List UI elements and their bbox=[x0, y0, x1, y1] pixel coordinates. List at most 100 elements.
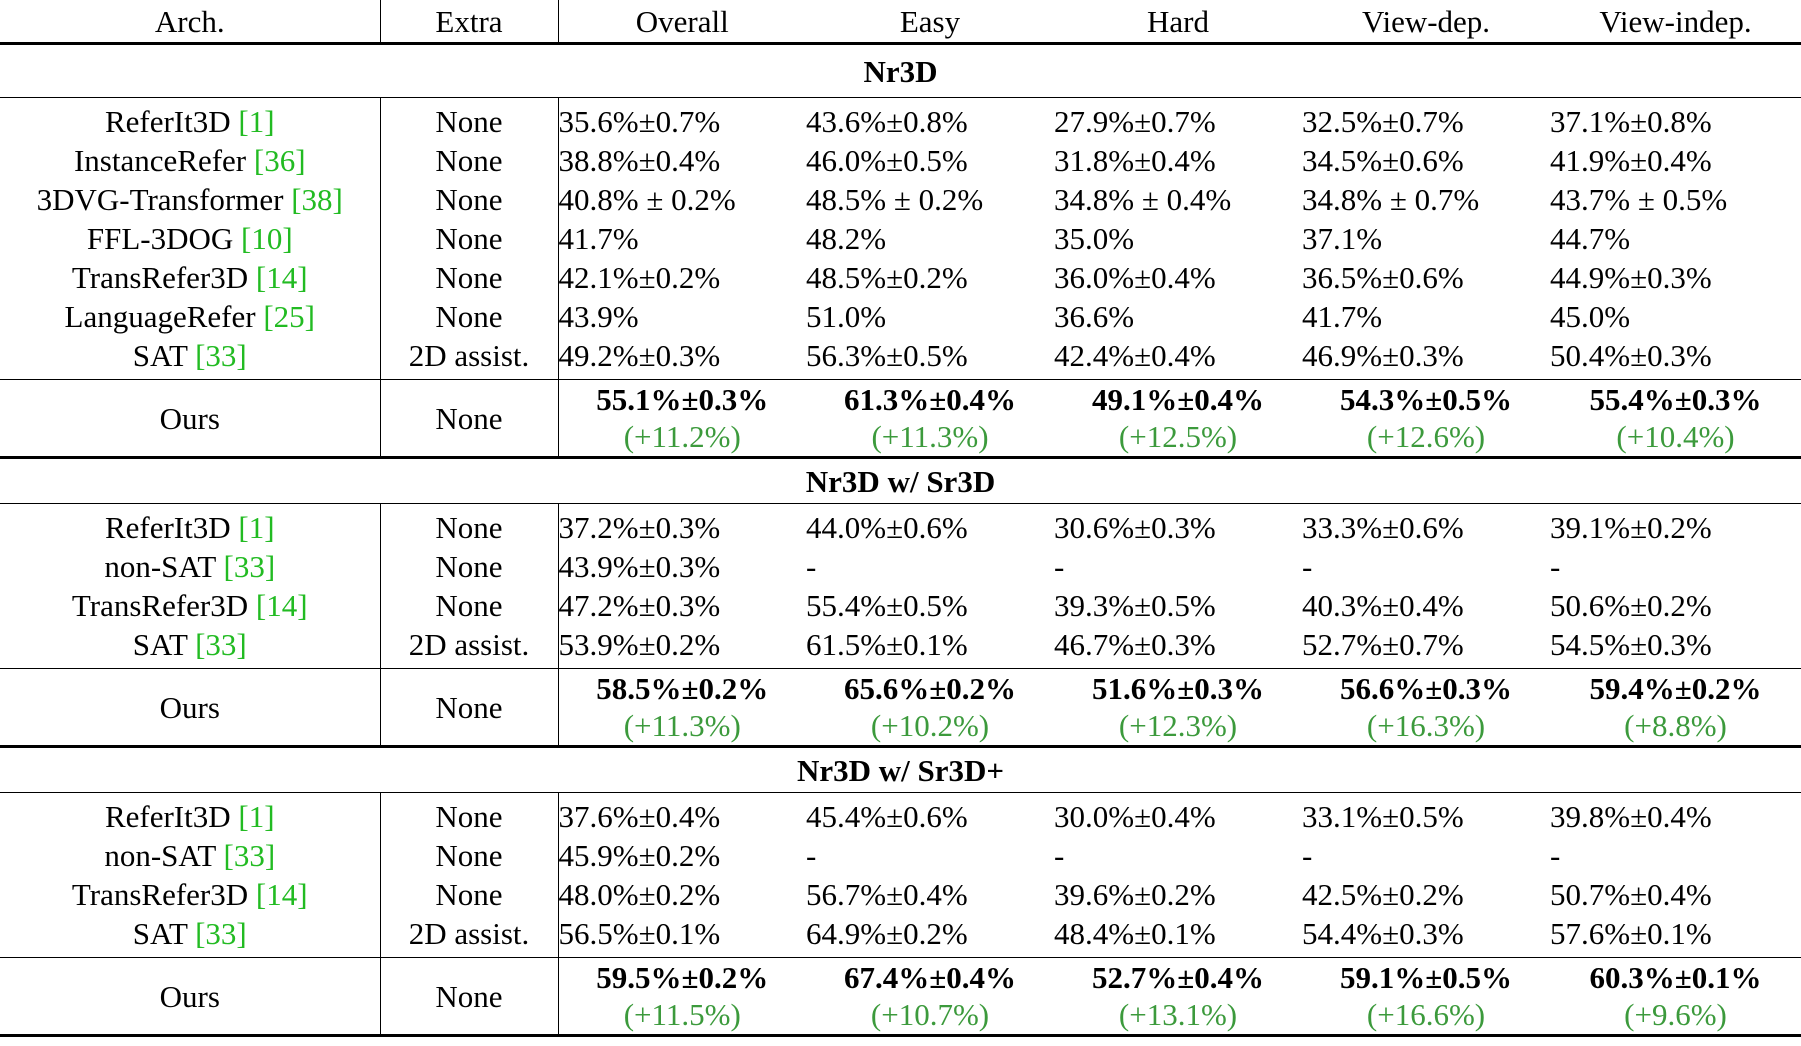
header-view-indep: View-indep. bbox=[1599, 3, 1752, 39]
citation-close-bracket: ] bbox=[297, 877, 308, 912]
citation-link[interactable]: 14 bbox=[266, 260, 298, 295]
citation-close-bracket: ] bbox=[236, 338, 247, 373]
arch-name: non-SAT bbox=[104, 549, 216, 584]
citation-close-bracket: ] bbox=[297, 260, 308, 295]
ours-gain: (+16.3%) bbox=[1366, 708, 1486, 743]
citation-link[interactable]: 14 bbox=[266, 588, 298, 623]
value-cell: - bbox=[806, 549, 817, 584]
ours-value-cell: 59.4%±0.2% (+8.8%) bbox=[1550, 669, 1801, 747]
citation-close-bracket: ] bbox=[332, 182, 343, 217]
arch-cell: SAT [33] bbox=[0, 914, 381, 958]
ours-value-cell: 54.3%±0.5% (+12.6%) bbox=[1302, 380, 1550, 458]
value-cell: 33.1%±0.5% bbox=[1302, 799, 1464, 834]
ours-value: 65.6%±0.2% bbox=[843, 671, 1016, 706]
value-cell: 47.2%±0.3% bbox=[558, 588, 721, 623]
extra-cell: 2D assist. bbox=[380, 625, 559, 669]
citation-link[interactable]: 1 bbox=[248, 510, 265, 545]
ours-gain: (+11.5%) bbox=[623, 997, 741, 1032]
section-title: Nr3D w/ Sr3D bbox=[805, 463, 996, 499]
extra-cell: 2D assist. bbox=[380, 336, 559, 380]
ours-value: 52.7%±0.4% bbox=[1091, 960, 1264, 995]
citation-close-bracket: ] bbox=[236, 916, 247, 951]
citation-close-bracket: ] bbox=[297, 588, 308, 623]
ours-value: 49.1%±0.4% bbox=[1091, 382, 1264, 417]
ours-gain: (+11.2%) bbox=[623, 419, 741, 454]
section-header-row: Nr3D bbox=[0, 44, 1801, 98]
value-cell: 43.7% ± 0.5% bbox=[1550, 182, 1728, 217]
table-row: ReferIt3D [1] None 37.6%±0.4% 45.4%±0.6% 30.… bbox=[0, 792, 1801, 836]
arch-name: LanguageRefer bbox=[64, 299, 256, 334]
value-cell: - bbox=[1302, 838, 1313, 873]
section-title: Nr3D w/ Sr3D+ bbox=[796, 752, 1005, 788]
citation-link[interactable]: 33 bbox=[233, 549, 265, 584]
citation-link[interactable]: 14 bbox=[266, 877, 298, 912]
citation-close-bracket: ] bbox=[264, 838, 276, 873]
arch-cell: TransRefer3D [14] bbox=[0, 875, 381, 914]
value-cell: 42.5%±0.2% bbox=[1302, 877, 1464, 912]
citation-link[interactable]: 33 bbox=[205, 627, 237, 662]
extra-cell: None bbox=[380, 586, 559, 625]
value-cell: 32.5%±0.7% bbox=[1302, 104, 1464, 139]
results-body: Nr3D ReferIt3D [1] None 35.6%±0.7% 43.6%±0.8… bbox=[0, 44, 1801, 1036]
extra-cell: None bbox=[380, 836, 559, 875]
arch-name: SAT bbox=[132, 338, 188, 373]
value-cell: 34.5%±0.6% bbox=[1302, 143, 1464, 178]
header-easy: Easy bbox=[899, 3, 961, 39]
ours-value: 59.4%±0.2% bbox=[1589, 671, 1762, 706]
ours-value: 59.5%±0.2% bbox=[596, 960, 769, 995]
ours-value-cell: 59.5%±0.2% (+11.5%) bbox=[558, 958, 806, 1036]
value-cell: 56.7%±0.4% bbox=[806, 877, 968, 912]
value-cell: 27.9%±0.7% bbox=[1054, 104, 1216, 139]
value-cell: 44.7% bbox=[1550, 221, 1631, 256]
value-cell: 34.8% ± 0.7% bbox=[1302, 182, 1480, 217]
ours-value-cell: 55.1%±0.3% (+11.2%) bbox=[558, 380, 806, 458]
citation-close-bracket: ] bbox=[236, 627, 247, 662]
arch-cell: ReferIt3D [1] bbox=[0, 792, 381, 836]
value-cell: 55.4%±0.5% bbox=[806, 588, 968, 623]
citation-link[interactable]: 25 bbox=[273, 299, 305, 334]
citation-close-bracket: ] bbox=[295, 143, 306, 178]
value-cell: 51.0% bbox=[806, 299, 887, 334]
citation-link[interactable]: 1 bbox=[248, 104, 265, 139]
citation-open-bracket: [ bbox=[248, 877, 267, 912]
ours-value: 60.3%±0.1% bbox=[1589, 960, 1762, 995]
arch-cell: non-SAT [33] bbox=[0, 547, 381, 586]
value-cell: 38.8%±0.4% bbox=[558, 143, 721, 178]
extra-cell: None bbox=[380, 792, 559, 836]
arch-cell: FFL-3DOG [10] bbox=[0, 219, 381, 258]
header-overall: Overall bbox=[635, 3, 729, 39]
arch-name: TransRefer3D bbox=[71, 588, 249, 623]
citation-link[interactable]: 33 bbox=[205, 338, 237, 373]
ours-gain: (+10.4%) bbox=[1616, 419, 1735, 454]
ours-value: 59.1%±0.5% bbox=[1339, 960, 1512, 995]
value-cell: 56.5%±0.1% bbox=[558, 916, 721, 951]
ours-extra-cell: None bbox=[380, 957, 559, 1036]
citation-link[interactable]: 38 bbox=[301, 182, 333, 217]
ours-value-cell: 60.3%±0.1% (+9.6%) bbox=[1550, 958, 1801, 1036]
ours-value: 61.3%±0.4% bbox=[843, 382, 1016, 417]
ours-extra-cell: None bbox=[380, 668, 559, 747]
extra-cell: None bbox=[380, 503, 559, 547]
extra-cell: None bbox=[380, 547, 559, 586]
citation-link[interactable]: 36 bbox=[264, 143, 296, 178]
table-row: FFL-3DOG [10] None 41.7% 48.2% 35.0% 37.1% 44.… bbox=[0, 219, 1801, 258]
value-cell: 41.7% bbox=[1302, 299, 1383, 334]
value-cell: 42.1%±0.2% bbox=[558, 260, 721, 295]
citation-link[interactable]: 33 bbox=[205, 916, 237, 951]
arch-name: TransRefer3D bbox=[71, 260, 249, 295]
value-cell: 37.1% bbox=[1302, 221, 1383, 256]
value-cell: 41.7% bbox=[558, 221, 639, 256]
extra-cell: None bbox=[380, 258, 559, 297]
arch-cell: InstanceRefer [36] bbox=[0, 141, 381, 180]
value-cell: 39.1%±0.2% bbox=[1550, 510, 1712, 545]
table-row: non-SAT [33] None 45.9%±0.2% - - - - bbox=[0, 836, 1801, 875]
citation-link[interactable]: 1 bbox=[248, 799, 265, 834]
ours-arch-cell: Ours bbox=[0, 379, 381, 458]
arch-name: InstanceRefer bbox=[73, 143, 247, 178]
citation-link[interactable]: 10 bbox=[251, 221, 283, 256]
arch-cell: TransRefer3D [14] bbox=[0, 258, 381, 297]
value-cell: 64.9%±0.2% bbox=[806, 916, 968, 951]
extra-cell: None bbox=[380, 297, 559, 336]
section-header-row: Nr3D w/ Sr3D+ bbox=[0, 747, 1801, 793]
citation-link[interactable]: 33 bbox=[233, 838, 265, 873]
